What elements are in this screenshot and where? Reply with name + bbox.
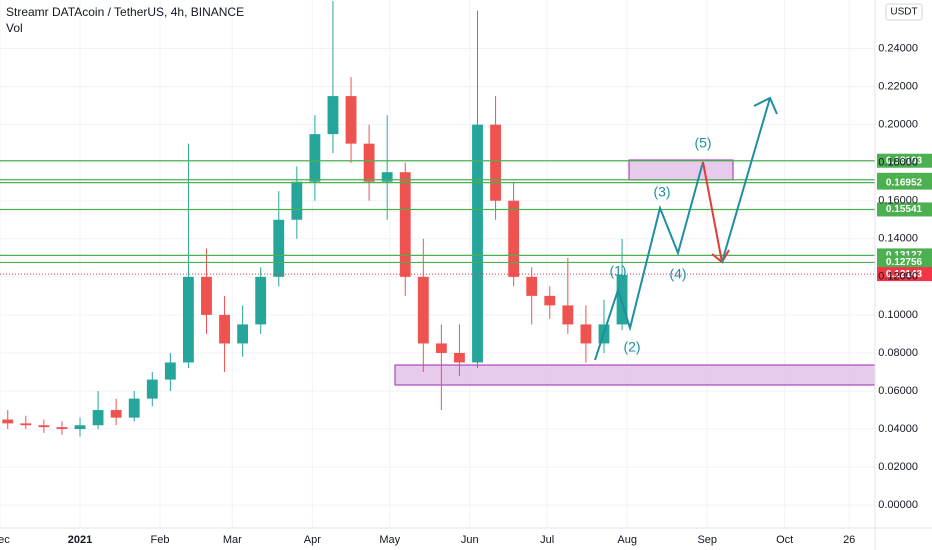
wave-label: (4)	[669, 266, 686, 282]
candle-body	[237, 324, 249, 344]
y-tick-label: 0.12000	[878, 271, 918, 283]
x-tick-label: Jun	[461, 534, 479, 546]
wave-label: (3)	[653, 184, 670, 200]
candle-body	[74, 425, 86, 430]
y-tick-label: 0.22000	[878, 80, 918, 92]
y-tick-label: 0.04000	[878, 423, 918, 435]
candle-body	[472, 124, 483, 363]
x-tick-label: Sep	[697, 534, 717, 546]
candle-body	[580, 324, 592, 344]
x-tick-label: Aug	[617, 534, 637, 546]
x-tick-label: May	[379, 534, 400, 546]
wave-path	[594, 161, 704, 361]
y-tick-label: 0.20000	[878, 119, 918, 131]
candle-body	[128, 398, 140, 418]
volume-label: Vol	[6, 21, 23, 35]
candle-body	[562, 305, 574, 325]
y-tick-label: 0.10000	[878, 309, 918, 321]
candle-body	[201, 276, 212, 315]
y-tick-label: 0.08000	[878, 347, 918, 359]
wave-label: (2)	[623, 339, 640, 355]
level-badge	[877, 255, 932, 270]
level-label: 0.15541	[886, 204, 923, 215]
y-tick-label: 0.16000	[878, 195, 918, 207]
candle-body	[363, 143, 375, 182]
level-badge	[877, 202, 932, 217]
candle-body	[381, 172, 393, 182]
arrow-head	[753, 96, 778, 115]
correction-arrow	[702, 161, 723, 263]
level-badge	[877, 175, 932, 190]
level-label: 0.16952	[886, 177, 923, 188]
candle-body	[183, 276, 194, 363]
grid	[0, 0, 875, 528]
candle-body	[345, 96, 357, 144]
candle-body	[508, 200, 520, 277]
candle-body	[273, 219, 285, 277]
candle-body	[2, 419, 14, 424]
candle-body	[417, 276, 429, 344]
support-zone	[394, 364, 876, 386]
candle-body	[56, 427, 68, 430]
x-tick-label: 2021	[68, 534, 92, 546]
wave-label: (5)	[694, 135, 711, 151]
candle-body	[164, 362, 176, 380]
candle-body	[92, 410, 104, 426]
levels: 0.181030.171010.169520.155410.131270.127…	[0, 153, 932, 282]
x-tick-label: Feb	[151, 534, 170, 546]
last-price-badge	[877, 267, 932, 282]
candle-body	[20, 423, 32, 426]
x-tick-label: Oct	[776, 534, 793, 546]
candle-body	[146, 379, 158, 399]
candle-body	[110, 410, 122, 418]
y-tick-label: 0.14000	[878, 233, 918, 245]
wave-drawing	[594, 96, 778, 361]
x-tick-label: Apr	[304, 534, 321, 546]
candle-body	[291, 181, 303, 220]
candle-body	[435, 343, 447, 353]
projection-arrow	[721, 97, 771, 263]
candle-body	[526, 276, 538, 296]
candle-body	[255, 276, 267, 325]
level-badge	[877, 153, 932, 168]
candle-body	[219, 314, 230, 344]
target-zone	[628, 159, 734, 181]
candle-body	[454, 352, 465, 363]
candles	[2, 0, 628, 437]
x-tick-label: Mar	[223, 534, 242, 546]
candle-body	[399, 172, 411, 277]
x-tick-label: Dec	[0, 534, 10, 546]
y-tick-label: 0.24000	[878, 42, 918, 54]
level-label: 0.18103	[886, 155, 923, 166]
x-tick-label: 26	[843, 534, 855, 546]
candle-body	[327, 96, 339, 135]
candle-body	[38, 425, 50, 428]
currency-badge	[885, 3, 923, 21]
candle-body	[544, 295, 556, 306]
y-tick-label: 0.06000	[878, 385, 918, 397]
wave-label: (1)	[609, 263, 626, 279]
axes: 0.00000 0.02000 0.04000 0.06000 0.08000 0.100…	[0, 42, 918, 545]
candle-body	[309, 134, 321, 182]
currency-label: USDT	[890, 7, 917, 18]
candle-body	[490, 124, 501, 201]
x-tick-label: Jul	[540, 534, 554, 546]
chart-title: Streamr DATAcoin / TetherUS, 4h, BINANCE	[6, 5, 244, 19]
y-tick-label: 0.02000	[878, 461, 918, 473]
level-label: 0.12756	[886, 257, 923, 268]
y-tick-label: 0.00000	[878, 499, 918, 511]
y-tick-label: 0.18000	[878, 157, 918, 169]
last-price-label: 0.12143	[886, 269, 923, 280]
